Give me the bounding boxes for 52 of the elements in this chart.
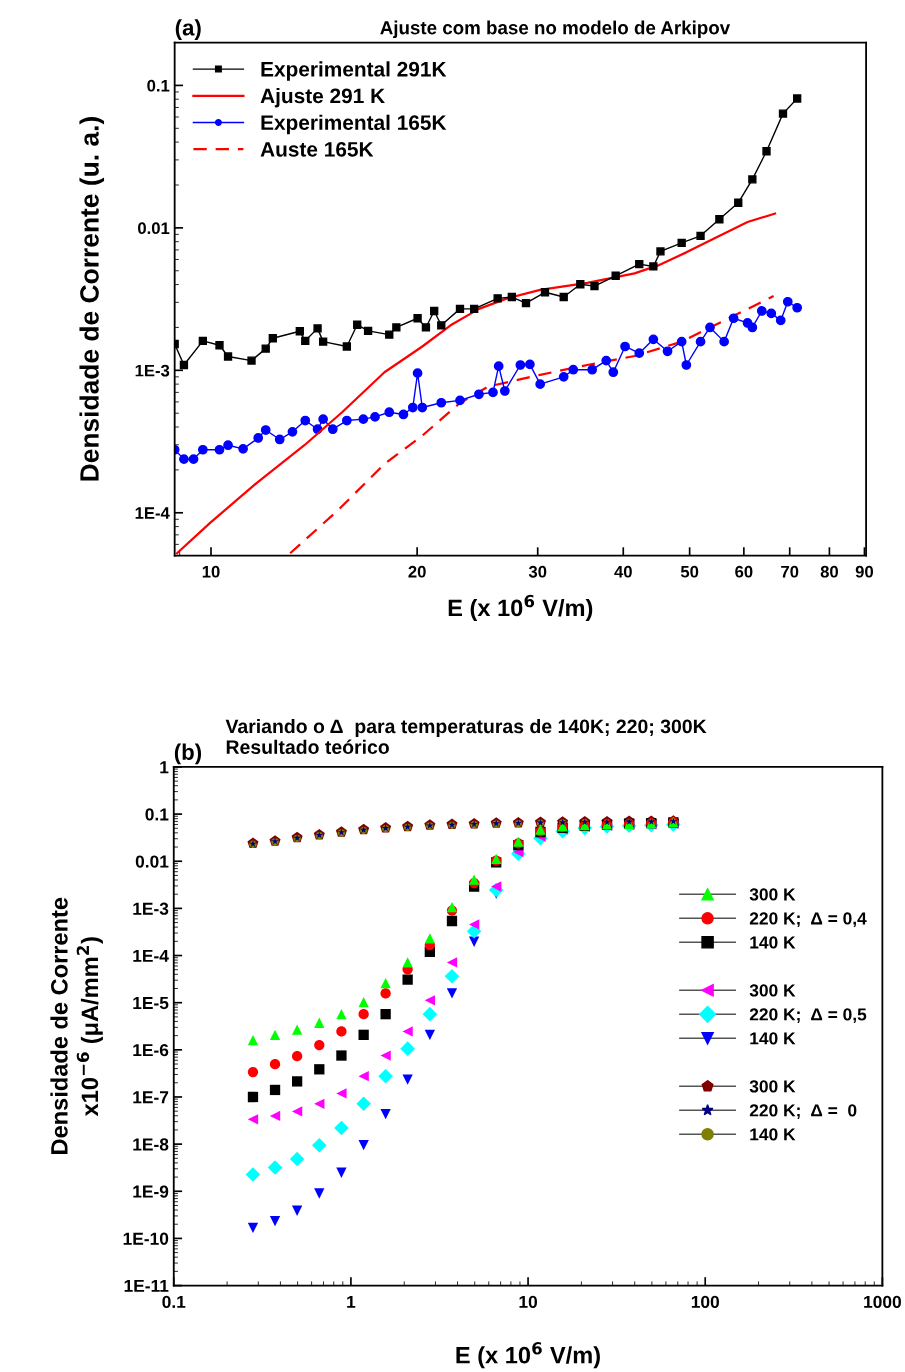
y-tick-label: 1E-4 [135,507,170,519]
y-tick-label: 1E-3 [133,902,169,915]
legend-label: 140 K [750,936,796,949]
y-axis-title: Densidade de Corrente (u. a.) [79,117,105,481]
chart-title: Ajuste com base no modelo de Arkipov [380,20,731,39]
y-tick-label: 0.1 [147,79,170,92]
x-tick-label: 1000 [864,1295,901,1309]
y-tick-label: 0.1 [145,808,169,821]
y-tick-label: 1E-6 [133,1044,169,1057]
x-tick-label: 60 [735,565,753,578]
text: (a) [175,19,201,40]
x-tick-label: 30 [528,565,547,578]
legend-label: Experimental 291K [261,61,447,81]
y-tick-label: 1E-4 [133,949,169,962]
x-tick-label: 1 [347,1295,356,1308]
chart-subtitle: Resultado teórico [226,739,389,755]
legend-label: 140 K [750,1128,796,1141]
y-tick-label: 1E-8 [133,1138,169,1151]
chart-title: Variando o Δ para temperaturas de 140K; 220; 300K [225,718,707,738]
legend-label: 300 K [749,1080,796,1093]
x-tick-label: 40 [614,565,632,578]
legend-label: 220 K; Δ = 0 [749,1104,857,1120]
x-axis-title: E (x 10$^{6}$ V/m) [448,594,593,621]
legend-label: Ajuste 291 K [260,87,385,108]
legend-label: 140 K [750,1032,796,1045]
legend-label: 220 K; Δ = 0,4 [749,912,867,928]
y-tick-label: 1E-9 [133,1185,169,1198]
y-tick-label: 1E-3 [135,364,170,377]
y-tick-label: 1E-11 [124,1279,169,1292]
legend-label: 220 K; Δ = 0,5 [749,1008,867,1024]
y-tick-label: 0.01 [138,222,170,235]
x-tick-label: 100 [691,1295,719,1309]
legend-label: Auste 165K [260,141,374,157]
x-axis-title: E (x 10$^{6}$ V/m) [456,1342,600,1369]
x-tick-label: 70 [781,565,799,578]
x-tick-label: 20 [408,565,426,578]
y-tick-label: 1E-5 [133,997,169,1010]
y-tick-label: 1E-10 [123,1232,169,1245]
legend-label: 300 K [749,888,796,901]
text: (b) [174,743,202,765]
legend-label: 300 K [749,984,796,997]
x-tick-label: 10 [202,565,220,578]
y-tick-label: 1 [160,761,169,774]
y-axis-title: Densidade de Corrente x10$^{−6}$ (μA/mm$^{2}$) [50,897,103,1154]
x-tick-label: 0.1 [162,1295,186,1309]
y-tick-label: 1E-7 [133,1091,169,1104]
y-tick-label: 0.01 [135,855,169,868]
x-tick-label: 90 [855,565,874,578]
x-tick-label: 80 [820,565,838,578]
x-tick-label: 50 [680,565,699,578]
legend-label: Experimental 165K [261,114,447,135]
x-tick-label: 10 [519,1295,538,1309]
